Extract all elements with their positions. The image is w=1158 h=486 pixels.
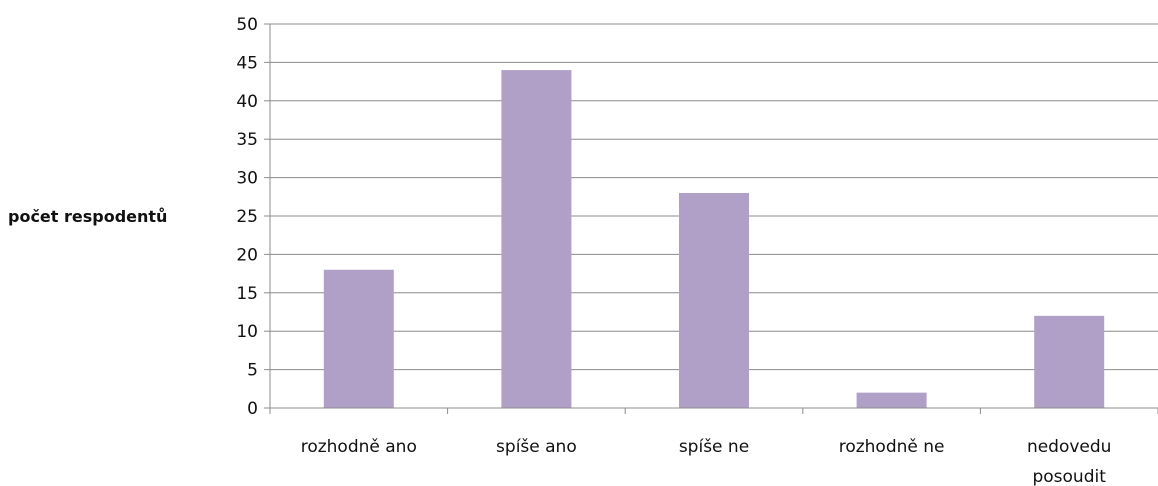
- bar: [323, 269, 394, 408]
- y-tick-label: 15: [236, 284, 258, 304]
- bar: [679, 192, 749, 408]
- bar: [1034, 315, 1105, 408]
- x-category-label: posoudit: [1032, 467, 1106, 486]
- bar: [501, 70, 572, 408]
- y-tick-label: 20: [236, 245, 258, 265]
- y-tick-label: 30: [236, 169, 258, 189]
- axes: [269, 24, 1158, 414]
- x-category-label: rozhodně ne: [839, 437, 945, 457]
- y-tick-labels: 0 5 10 15 20 25 30 35 40 45 50: [236, 15, 258, 419]
- y-tick-label: 35: [236, 130, 258, 150]
- y-tick-label: 10: [236, 322, 258, 342]
- x-category-label: nedovedu: [1027, 437, 1112, 457]
- bars: [323, 70, 1105, 408]
- x-category-labels: rozhodně ano spíše ano spíše ne rozhodně ne…: [301, 437, 1112, 486]
- y-tick-label: 45: [236, 53, 258, 73]
- y-tick-label: 50: [236, 15, 258, 35]
- y-tick-label: 25: [236, 207, 258, 227]
- x-category-label: spíše ne: [679, 437, 749, 457]
- x-category-label: rozhodně ano: [301, 437, 417, 457]
- y-tick-label: 0: [247, 399, 258, 419]
- y-axis-label: počet respodentů: [8, 207, 167, 226]
- bar: [856, 392, 927, 408]
- x-category-label: spíše ano: [496, 437, 577, 457]
- y-tick-label: 40: [236, 92, 258, 112]
- y-tick-label: 5: [247, 361, 258, 381]
